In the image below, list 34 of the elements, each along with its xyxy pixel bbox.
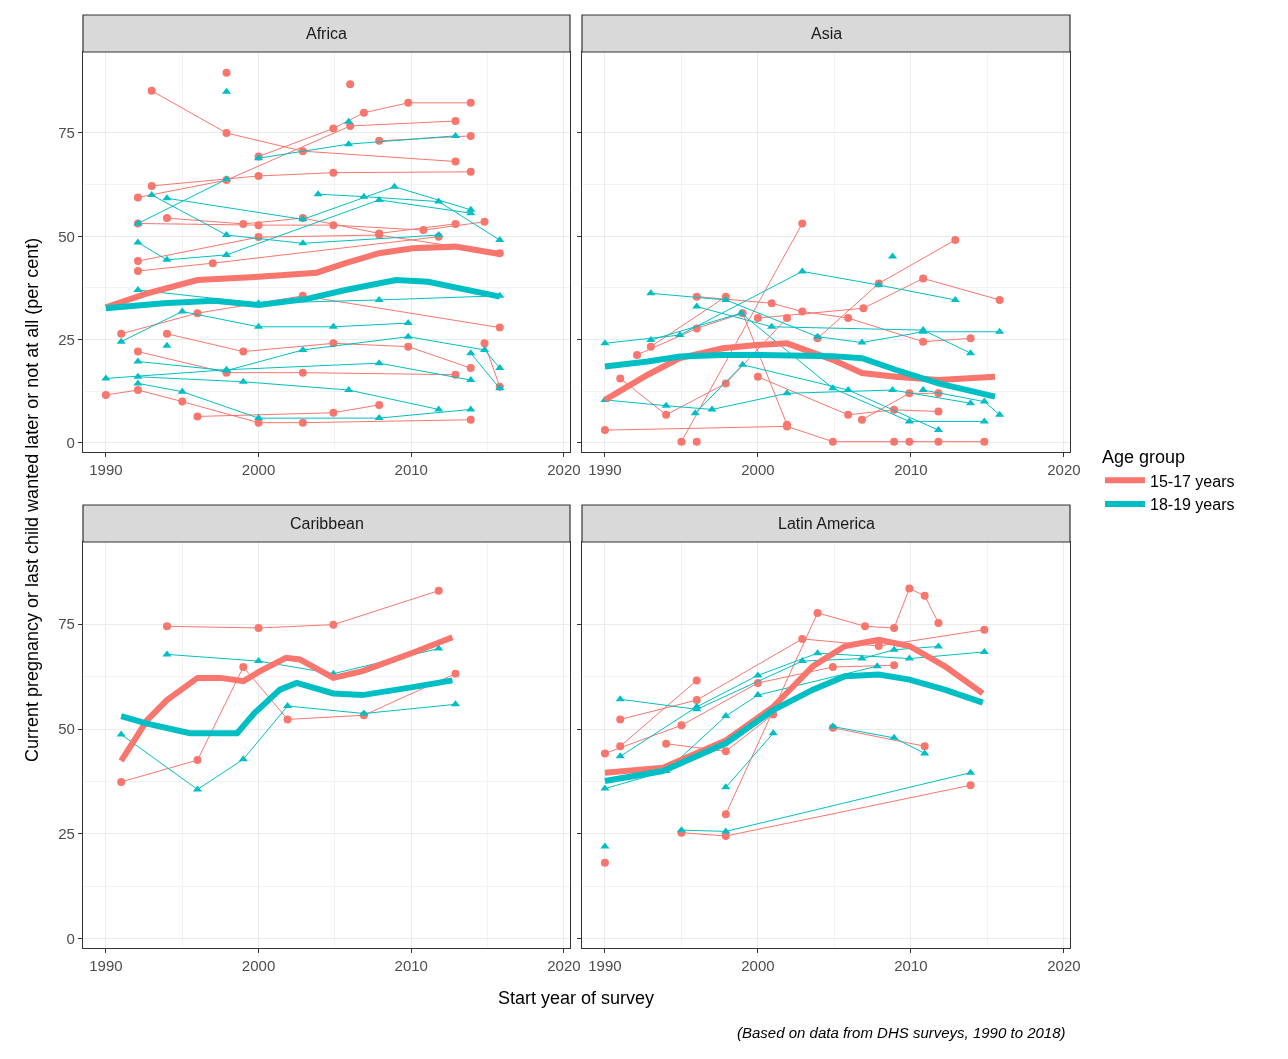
x-tick-label: 2010: [394, 461, 428, 479]
y-tick-label: 25: [58, 330, 75, 348]
x-tick-label: 2010: [394, 957, 428, 975]
x-tick-label: 1990: [588, 957, 622, 975]
legend-title: Age group: [1102, 447, 1186, 468]
text: (Based on data from DHS surveys, 1990 to 2018): [737, 1024, 1066, 1041]
x-tick-label: 2020: [1047, 957, 1081, 975]
x-tick-label: 2000: [241, 957, 276, 975]
y-tick-label: 75: [58, 615, 75, 633]
x-tick-label: 2010: [894, 461, 928, 479]
y-tick-label: 0: [66, 930, 75, 948]
x-axis-title: Start year of survey: [498, 988, 655, 1008]
legend-label: 15-17 years: [1150, 472, 1235, 490]
x-tick-label: 2020: [1047, 461, 1081, 479]
x-tick-label: 2010: [894, 957, 928, 975]
chart-title: Asia: [811, 25, 843, 42]
x-tick-label: 1990: [588, 461, 622, 479]
chart-title: Latin America: [778, 515, 876, 532]
y-tick-label: 0: [66, 434, 75, 452]
x-tick-label: 2000: [741, 461, 775, 479]
chart-title: Caribbean: [290, 515, 364, 532]
x-tick-label: 2000: [241, 461, 276, 479]
x-tick-label: 2020: [547, 957, 581, 975]
legend-label: 18-19 years: [1150, 496, 1235, 514]
y-tick-label: 50: [58, 720, 75, 738]
x-tick-label: 1990: [89, 957, 123, 975]
x-tick-label: 1990: [89, 461, 123, 479]
chart-title: Africa: [306, 25, 347, 42]
y-axis-title: Current pregnancy or last child wanted later or not at all (per cent): [22, 237, 42, 762]
y-tick-label: 75: [58, 124, 75, 142]
y-tick-label: 50: [58, 227, 75, 245]
x-tick-label: 2000: [741, 957, 775, 975]
y-tick-label: 25: [58, 825, 75, 843]
x-tick-label: 2020: [547, 461, 581, 479]
